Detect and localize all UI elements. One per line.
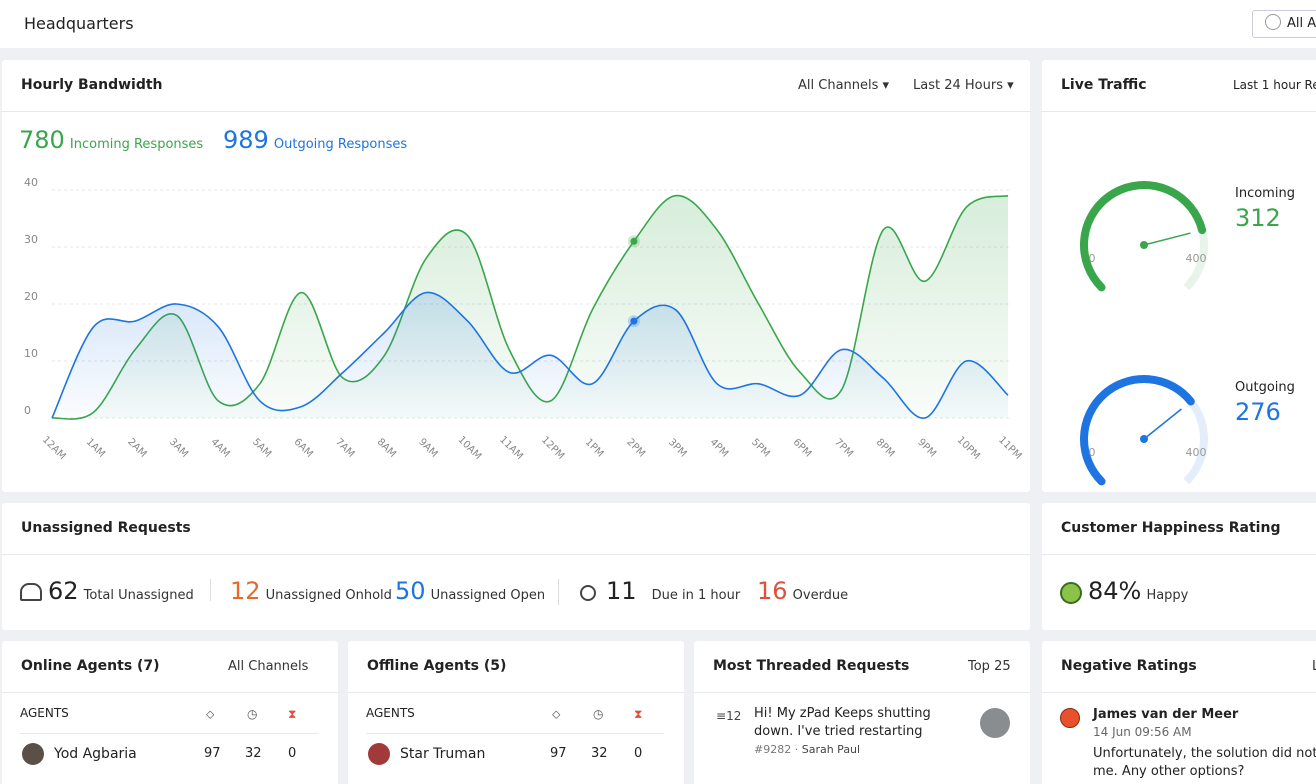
threaded-card: Most Threaded Requests Top 25 ≡12 Hi! My… [694,641,1030,784]
card-header [2,60,1030,112]
sad-icon [1060,708,1080,728]
metric-label: Total Unassigned [83,588,194,603]
unassigned-item: 11 Due in 1 hour [606,577,740,605]
filter-label: All Channels [798,78,879,93]
unassigned-card: Unassigned Requests 62 Total Unassigned … [2,503,1030,630]
happiness-metric: 84% Happy [1088,577,1188,605]
unassigned-item: 12 Unassigned Onhold [230,577,392,605]
card-header [1042,503,1316,555]
agent-count: 97 [204,746,221,761]
rating-comment: Unfortunately, the solution did not work… [1093,746,1316,761]
card-header [694,641,1030,693]
metric-label: Due in 1 hour [651,588,741,603]
card-header [1042,641,1316,693]
channel-filter[interactable]: All Channels [228,659,309,674]
agent-count: 32 [591,746,608,761]
card-header [1042,60,1316,112]
filter-label: Last 24 Hours [913,78,1003,93]
card-title: Live Traffic [1061,77,1147,93]
metric-label: Happy [1146,588,1189,603]
customer-name: James van der Meer [1093,707,1239,722]
metric-label: Unassigned Open [430,588,546,603]
clock-icon [580,585,596,601]
card-title: Hourly Bandwidth [21,77,163,93]
thread-count: ≡12 [716,709,742,723]
count-value: 12 [726,709,742,723]
metric-value: 62 [48,577,79,605]
agent-filter-label: All Agents [1287,16,1316,31]
metric-value: 50 [395,577,426,605]
row-divider [366,733,664,734]
column-header: AGENTS [366,706,415,720]
divider [558,579,559,605]
rating-comment: me. Any other options? [1093,764,1245,779]
agent-name[interactable]: Yod Agbaria [54,746,137,762]
page-title: Headquarters [24,14,134,33]
column-header: AGENTS [20,706,69,720]
agent-filter[interactable]: All Agents [1252,10,1316,38]
unassigned-item: 62 Total Unassigned [48,577,194,605]
happiness-card: Customer Happiness Rating 84% Happy [1042,503,1316,630]
unassigned-item: 50 Unassigned Open [395,577,545,605]
metric-value: 84% [1088,577,1142,605]
thread-subject[interactable]: Hi! My zPad Keeps shutting down. I've tr… [754,706,931,739]
card-title: Offline Agents (5) [367,658,507,674]
top-bar [0,0,1316,48]
agent-count: 32 [245,746,262,761]
incoming-label: Incoming Responses [69,137,204,152]
chevron [202,579,211,601]
card-title: Online Agents (7) [21,658,160,674]
thread-meta: #9282 · Sarah Paul [754,743,861,756]
ticket-id: #9282 [754,743,792,756]
avatar [22,743,44,765]
metric-value: 12 [230,577,261,605]
bandwidth-card: Hourly Bandwidth All Channels ▾ Last 24 … [2,60,1030,492]
contact-name: Sarah Paul [801,743,861,756]
agent-count: 0 [634,746,643,761]
online-agents-card: Online Agents (7) All Channels AGENTS ⬦ … [2,641,338,784]
period-filter[interactable]: L [1312,659,1316,674]
card-title: Negative Ratings [1061,658,1197,674]
card-header [348,641,684,693]
outgoing-label: Outgoing Responses [273,137,408,152]
agent-count: 97 [550,746,567,761]
unassigned-item: 16 Overdue [757,577,848,605]
metric-value: 11 [606,577,637,605]
card-title: Most Threaded Requests [713,658,910,674]
agent-name[interactable]: Star Truman [400,746,486,762]
card-header [2,503,1030,555]
card-header [2,641,338,693]
metric-value: 16 [757,577,788,605]
negative-card: Negative Ratings L James van der Meer 14… [1042,641,1316,784]
top-filter[interactable]: Top 25 [968,659,1011,674]
offline-agents-card: Offline Agents (5) AGENTS ⬦ ◷ ⧗ Star Tru… [348,641,684,784]
agent-count: 0 [288,746,297,761]
avatar [368,743,390,765]
avatar [980,708,1010,738]
rating-time: 14 Jun 09:56 AM [1093,725,1192,739]
incoming-total: 780 [19,126,65,154]
incoming-summary: 780 Incoming Responses [19,126,203,154]
card-title: Customer Happiness Rating [1061,520,1281,536]
channel-filter[interactable]: All Channels ▾ [798,78,890,93]
metric-label: Overdue [792,588,849,603]
outgoing-total: 989 [223,126,269,154]
row-divider [20,733,318,734]
period-label: Last 1 hour Responses [1233,78,1316,92]
outgoing-summary: 989 Outgoing Responses [223,126,407,154]
smiley-icon [1060,582,1082,604]
card-title: Unassigned Requests [21,520,191,536]
period-filter[interactable]: Last 24 Hours ▾ [913,78,1014,93]
metric-label: Unassigned Onhold [265,588,392,603]
user-icon [20,583,42,601]
live-traffic-card: Live Traffic Last 1 hour Responses [1042,60,1316,492]
